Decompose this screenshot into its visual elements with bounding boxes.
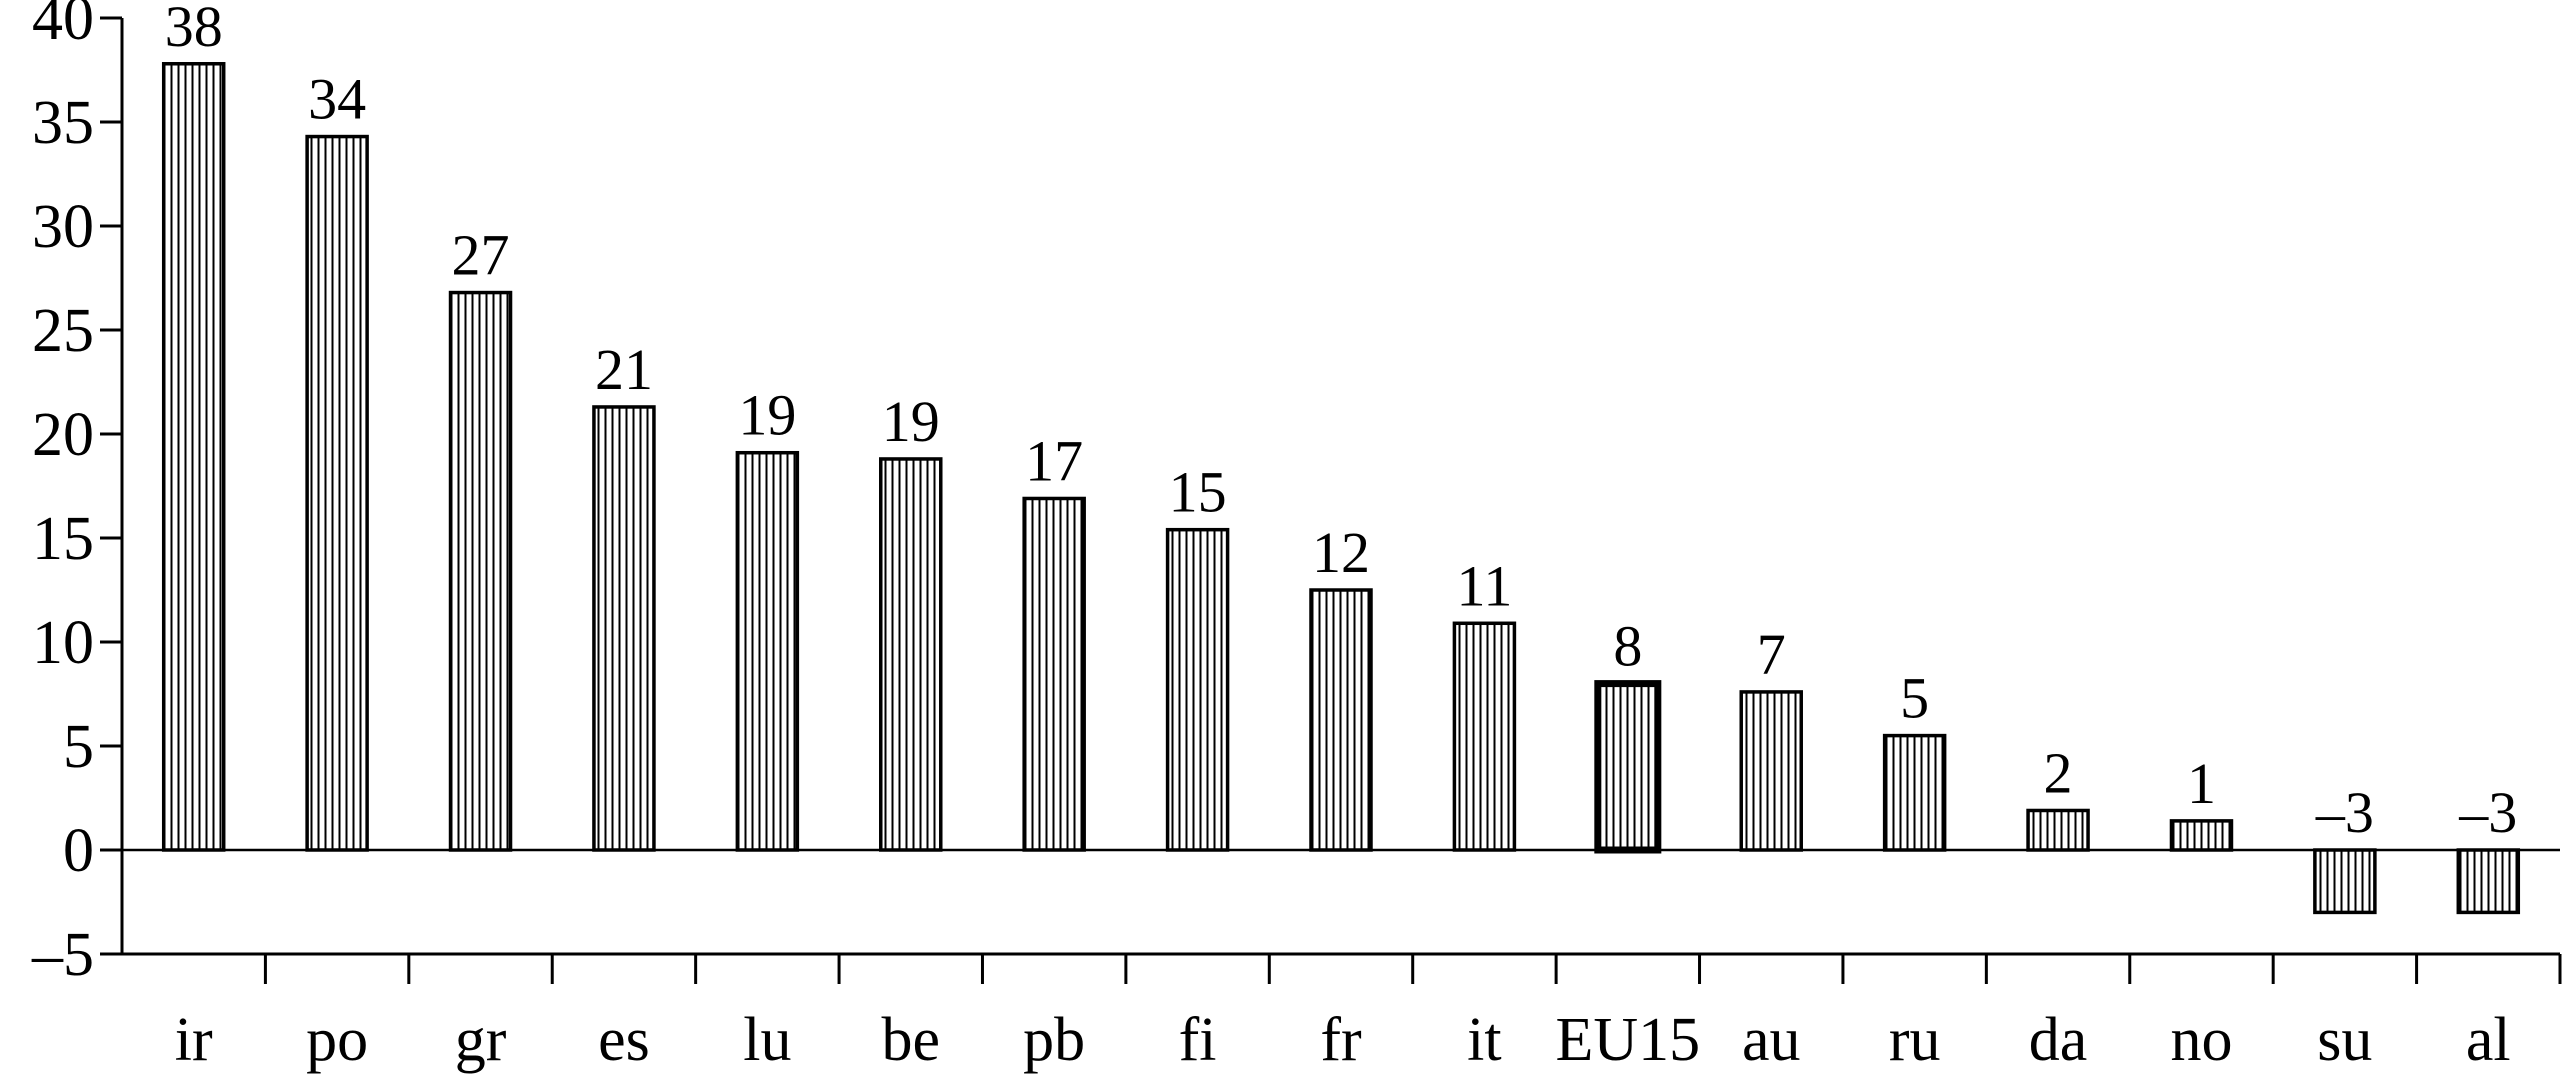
y-tick-label: 0 — [63, 817, 94, 885]
bar-it — [1452, 621, 1517, 852]
data-label-al: –3 — [2458, 780, 2517, 845]
category-label-fi: fi — [1179, 1006, 1217, 1074]
bar-fi — [1165, 527, 1230, 852]
data-label-be: 19 — [882, 389, 940, 454]
bar-lu — [735, 450, 800, 852]
axes — [100, 16, 2562, 984]
y-tick-label: 20 — [32, 401, 94, 469]
category-label-au: au — [1742, 1006, 1801, 1074]
category-label-fr: fr — [1320, 1006, 1362, 1074]
bar-eu15 — [1594, 680, 1662, 854]
data-label-gr: 27 — [452, 223, 510, 288]
category-label-ru: ru — [1889, 1006, 1941, 1074]
category-label-gr: gr — [455, 1006, 507, 1074]
category-label-it: it — [1467, 1006, 1501, 1074]
category-label-al: al — [2466, 1006, 2511, 1074]
bar-da — [2026, 808, 2090, 852]
bar-po — [305, 134, 369, 852]
y-tick-label: –5 — [31, 921, 94, 989]
category-label-eu15: EU15 — [1555, 1006, 1700, 1074]
y-tick-label: 15 — [32, 505, 94, 573]
bar-al — [2456, 848, 2521, 915]
y-tick-label: 25 — [32, 297, 94, 365]
bar-fr — [1309, 588, 1373, 852]
data-label-su: –3 — [2315, 780, 2374, 845]
bar-ir — [161, 62, 226, 852]
bar-pb — [1022, 496, 1086, 852]
data-label-fr: 12 — [1312, 520, 1370, 585]
data-label-fi: 15 — [1169, 460, 1227, 525]
category-label-su: su — [2317, 1006, 2372, 1074]
data-label-no: 1 — [2187, 751, 2216, 816]
category-label-pb: pb — [1023, 1006, 1085, 1074]
category-label-da: da — [2029, 1006, 2088, 1074]
data-label-it: 11 — [1456, 553, 1512, 618]
bars — [161, 62, 2521, 915]
category-label-es: es — [598, 1006, 650, 1074]
y-tick-label: 5 — [63, 713, 94, 781]
data-label-ru: 5 — [1900, 666, 1929, 731]
bar-es — [592, 405, 656, 852]
data-label-lu: 19 — [738, 383, 796, 448]
data-label-ir: 38 — [165, 0, 223, 59]
bar-au — [1739, 690, 1803, 852]
bar-be — [879, 457, 943, 852]
bar-ru — [1882, 733, 1947, 852]
bar-su — [2313, 848, 2377, 915]
data-label-es: 21 — [595, 337, 653, 402]
data-label-eu15: 8 — [1613, 614, 1642, 679]
category-label-be: be — [881, 1006, 940, 1074]
category-label-lu: lu — [743, 1006, 791, 1074]
data-label-da: 2 — [2044, 740, 2073, 805]
y-tick-label: 35 — [32, 89, 94, 157]
data-label-po: 34 — [308, 67, 366, 132]
y-tick-label: 30 — [32, 193, 94, 261]
bar-gr — [448, 290, 513, 852]
bar-no — [2169, 819, 2234, 852]
category-label-ir: ir — [175, 1006, 213, 1074]
data-label-pb: 17 — [1025, 428, 1083, 493]
y-tick-label: 10 — [32, 609, 94, 677]
category-label-po: po — [306, 1006, 368, 1074]
category-label-no: no — [2170, 1006, 2232, 1074]
y-tick-label: 40 — [32, 0, 94, 53]
data-label-au: 7 — [1757, 622, 1786, 687]
